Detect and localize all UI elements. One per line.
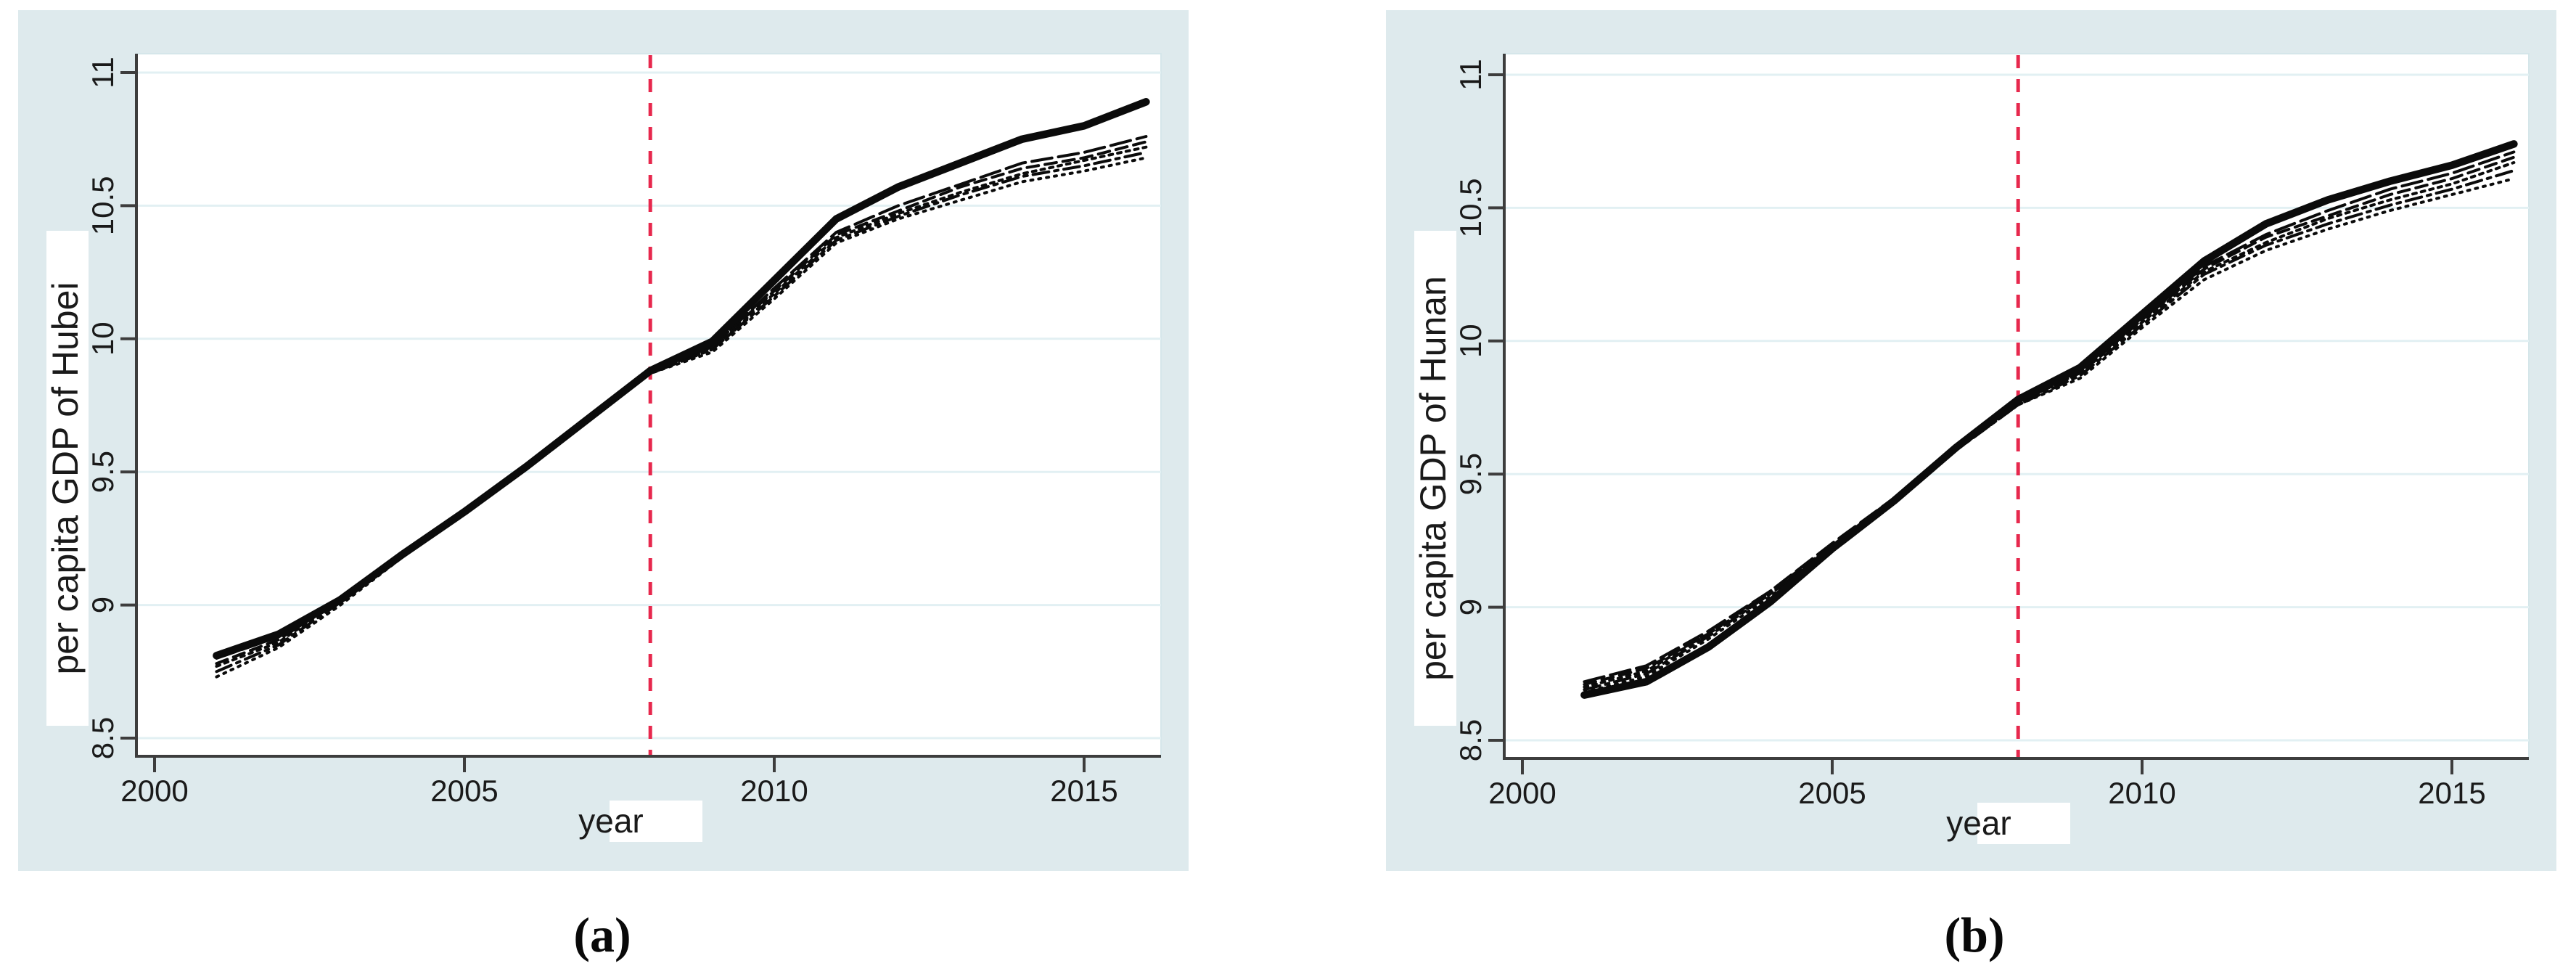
x-axis-title: year bbox=[578, 802, 643, 840]
series-placebo-4 bbox=[215, 140, 1148, 666]
y-tick-label-8.5: 8.5 bbox=[1453, 719, 1488, 761]
panel-b-caption: (b) bbox=[1944, 907, 2005, 962]
y-axis-title: per capita GDP of Hubei bbox=[45, 282, 86, 674]
y-tick-label-10.5: 10.5 bbox=[86, 176, 120, 236]
y-axis-title-strip bbox=[1414, 231, 1456, 726]
panel-b: 8.5 9 9.5 10 10.5 11 2000 2005 2010 2015 per capit… bbox=[1386, 10, 2556, 871]
series-actual bbox=[1580, 140, 2518, 699]
y-tick-label-9: 9 bbox=[86, 597, 120, 613]
y-axis-title-strip bbox=[46, 231, 89, 726]
series-placebo-1 bbox=[1583, 177, 2516, 694]
x-tick-label-2010: 2010 bbox=[740, 774, 808, 808]
series-placebo-2 bbox=[1583, 169, 2516, 692]
y-tick-label-11: 11 bbox=[86, 57, 120, 89]
panel-a: 8.5 9 9.5 10 10.5 11 2000 2005 2010 2015 per capit… bbox=[18, 10, 1189, 871]
y-tick-label-9.5: 9.5 bbox=[86, 451, 120, 493]
y-tick-label-11: 11 bbox=[1453, 59, 1488, 91]
x-tick-label-2000: 2000 bbox=[120, 774, 188, 808]
y-tick-label-8.5: 8.5 bbox=[86, 717, 120, 759]
series-actual bbox=[213, 98, 1150, 660]
y-tick-label-9.5: 9.5 bbox=[1453, 453, 1488, 495]
y-tick-label-10: 10 bbox=[1453, 324, 1488, 358]
panel-a-caption: (a) bbox=[573, 907, 631, 962]
x-tick-label-2010: 2010 bbox=[2108, 776, 2175, 810]
y-tick-label-10.5: 10.5 bbox=[1453, 179, 1488, 238]
x-axis-title: year bbox=[1946, 804, 2011, 842]
x-tick-label-2005: 2005 bbox=[1798, 776, 1866, 810]
x-tick-label-2000: 2000 bbox=[1488, 776, 1556, 810]
x-axis-title-strip bbox=[610, 801, 702, 842]
x-tick-label-2015: 2015 bbox=[2418, 776, 2485, 810]
y-tick-label-9: 9 bbox=[1453, 599, 1488, 615]
x-tick-label-2005: 2005 bbox=[430, 774, 498, 808]
x-tick-label-2015: 2015 bbox=[1050, 774, 1117, 808]
y-axis-title: per capita GDP of Hunan bbox=[1413, 276, 1453, 681]
x-axis-title-strip bbox=[1977, 803, 2070, 844]
y-tick-label-10: 10 bbox=[86, 322, 120, 356]
